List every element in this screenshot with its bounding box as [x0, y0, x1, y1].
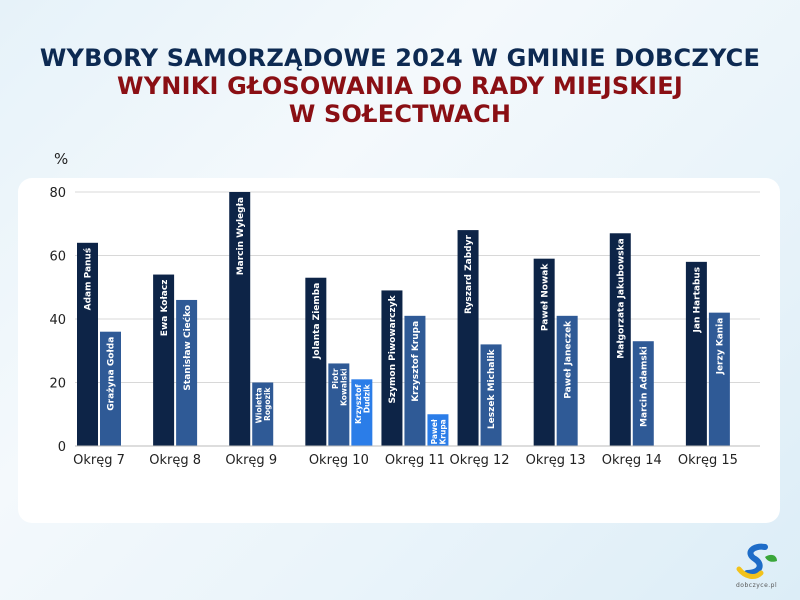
title-line-3: W SOŁECTWACH — [288, 100, 512, 128]
title-line-1: WYBORY SAMORZĄDOWE 2024 W GMINIE DOBCZYC… — [39, 44, 761, 72]
bar — [533, 258, 555, 446]
x-tick-label: Okręg 9 — [225, 453, 277, 468]
bar-label: Szymon Piwowarczyk — [388, 294, 398, 403]
x-tick-label: Okręg 10 — [309, 453, 369, 468]
bar-label: Marcin Wyległa — [236, 197, 246, 275]
bar — [480, 344, 502, 446]
y-tick-label: 20 — [49, 377, 66, 392]
bar — [708, 312, 730, 446]
title-line-2: WYNIKI GŁOSOWANIA DO RADY MIEJSKIEJ — [117, 72, 683, 100]
bar — [153, 274, 175, 446]
bar-label: Grażyna Gołda — [107, 337, 117, 411]
bar — [176, 299, 198, 446]
bar-label: Paweł Janeczek — [563, 320, 573, 399]
x-tick-label: Okręg 7 — [73, 453, 125, 468]
bar — [381, 290, 403, 446]
bar — [404, 315, 426, 446]
bar-label: PiotrKowalski — [331, 368, 349, 406]
x-tick-label: Okręg 8 — [149, 453, 201, 468]
y-tick-label: 60 — [49, 250, 66, 265]
bar — [100, 331, 121, 446]
chart-title-block: WYBORY SAMORZĄDOWE 2024 W GMINIE DOBCZYC… — [0, 44, 800, 128]
bar — [685, 261, 707, 446]
dobczyce-logo-icon — [736, 543, 777, 579]
x-tick-label: Okręg 15 — [678, 453, 738, 468]
bar-label: Marcin Adamski — [639, 346, 649, 427]
bar — [427, 414, 449, 446]
bar-label: Jolanta Ziemba — [312, 283, 322, 360]
bar — [328, 363, 350, 446]
logo-text: dobczyce.pl — [736, 582, 778, 589]
bar — [556, 315, 578, 446]
bar-label: Jerzy Kania — [716, 318, 726, 376]
bar-label: Stanisław Ciećko — [182, 305, 193, 391]
bar-label: Ewa Kołacz — [160, 280, 170, 337]
bar-label: Jan Hartabus — [693, 267, 703, 334]
bar-label: Ryszard Zabdyr — [464, 235, 474, 314]
x-tick-label: Okręg 13 — [526, 453, 586, 468]
bar — [351, 379, 373, 446]
x-tick-label: Okręg 12 — [450, 453, 510, 468]
bar-label: Małgorzata Jakubowska — [616, 238, 626, 358]
bar-label: Krzysztof Krupa — [411, 321, 421, 402]
bar — [252, 382, 274, 446]
bar — [305, 277, 327, 446]
bar — [229, 192, 251, 446]
bar-label: KrzysztofDudzik — [354, 383, 372, 424]
bar-label: Adam Panuś — [83, 248, 94, 311]
x-tick-label: Okręg 14 — [602, 453, 662, 468]
bar-label: Leszek Michalik — [487, 348, 497, 429]
x-tick-label: Okręg 11 — [385, 453, 445, 468]
bar-label: Paweł Nowak — [540, 263, 550, 331]
bar — [77, 242, 98, 446]
y-axis-unit-label: % — [54, 150, 69, 168]
bar — [609, 233, 631, 446]
y-tick-label: 40 — [49, 313, 66, 328]
bar — [457, 230, 479, 446]
bar-label: WiolettaRogozik — [255, 386, 273, 423]
bar — [632, 341, 654, 446]
y-tick-label: 0 — [58, 440, 66, 455]
bar-label: PawełKrupa — [430, 419, 448, 444]
y-tick-label: 80 — [49, 186, 66, 201]
